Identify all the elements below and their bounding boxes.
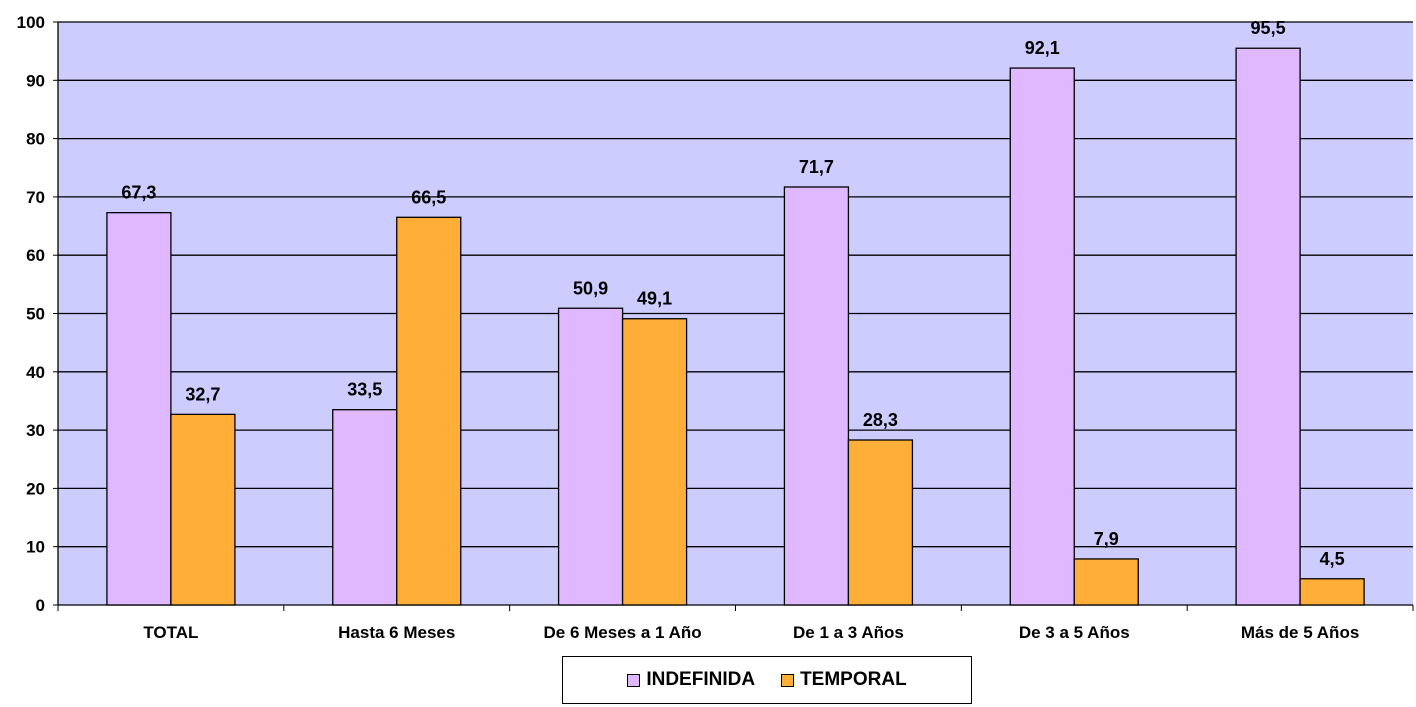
y-tick-label: 70 [26, 188, 45, 207]
legend-label-indefinida: INDEFINIDA [646, 669, 756, 690]
y-tick-label: 40 [26, 363, 45, 382]
data-label: 67,3 [121, 183, 156, 203]
bar-indefinida [106, 211, 172, 606]
y-tick-label: 80 [26, 130, 45, 149]
bar-temporal [170, 413, 236, 606]
bar-temporal [621, 318, 688, 606]
data-label: 50,9 [573, 278, 608, 298]
legend-swatch-temporal [781, 673, 795, 687]
x-tick-label: De 1 a 3 Años [793, 623, 904, 642]
data-label: 71,7 [799, 157, 834, 177]
y-tick-label: 60 [26, 246, 45, 265]
y-tick-label: 0 [36, 596, 45, 615]
bar-indefinida [1009, 67, 1075, 606]
x-tick-label: Hasta 6 Meses [338, 623, 455, 642]
x-tick-label: De 3 a 5 Años [1019, 623, 1130, 642]
bar-temporal [396, 216, 462, 606]
data-label: 92,1 [1025, 38, 1060, 58]
bar-indefinida [1235, 47, 1301, 606]
bar-temporal [1299, 578, 1365, 606]
x-tick-label: De 6 Meses a 1 Año [544, 623, 702, 642]
x-tick-label: TOTAL [143, 623, 198, 642]
y-tick-label: 30 [26, 421, 45, 440]
data-label: 49,1 [637, 289, 672, 309]
legend-item-temporal: TEMPORAL [781, 669, 907, 691]
data-label: 7,9 [1094, 529, 1119, 549]
data-label: 95,5 [1251, 18, 1286, 38]
legend: INDEFINIDA TEMPORAL [562, 656, 972, 704]
y-tick-label: 100 [17, 13, 45, 32]
bar-indefinida [332, 409, 398, 606]
data-label: 4,5 [1320, 549, 1345, 569]
y-tick-label: 50 [26, 305, 45, 324]
x-tick-label: Más de 5 Años [1241, 623, 1359, 642]
y-tick-label: 90 [26, 71, 45, 90]
bar-indefinida [557, 307, 624, 606]
bar-indefinida [783, 186, 850, 606]
bar-temporal [847, 439, 914, 606]
data-label: 33,5 [347, 380, 382, 400]
legend-label-temporal: TEMPORAL [800, 669, 907, 690]
data-label: 32,7 [185, 384, 220, 404]
data-label: 66,5 [411, 187, 446, 207]
y-tick-label: 20 [26, 479, 45, 498]
y-tick-label: 10 [26, 538, 45, 557]
legend-item-indefinida: INDEFINIDA [627, 669, 755, 691]
data-label: 28,3 [863, 410, 898, 430]
legend-swatch-indefinida [627, 673, 641, 687]
bar-temporal [1073, 558, 1139, 606]
